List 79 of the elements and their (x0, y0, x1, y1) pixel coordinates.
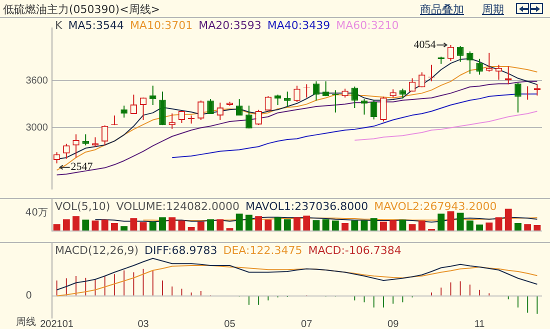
text: 0 (26, 290, 32, 302)
bar (53, 224, 60, 230)
bar (159, 217, 166, 230)
bar (486, 222, 493, 230)
bar (62, 219, 70, 230)
bar (82, 220, 90, 230)
bar (495, 217, 502, 230)
x-axis-title: 周线 (16, 316, 36, 329)
bar (504, 208, 512, 230)
bar (370, 218, 378, 230)
bar (399, 220, 406, 230)
bar (524, 224, 532, 230)
x-tick-label: 202101 (40, 318, 74, 329)
bar (246, 214, 252, 230)
bar (380, 222, 387, 230)
bar (168, 217, 176, 230)
text: MA5:3544 (68, 19, 124, 32)
text: 40万 (25, 208, 48, 219)
bar (101, 220, 108, 230)
bar (149, 222, 156, 230)
bar (216, 219, 224, 230)
x-tick-label: 03 (138, 318, 150, 329)
text: MA10:3701 (130, 19, 193, 32)
bar (342, 223, 348, 230)
bar (284, 219, 291, 230)
bar (236, 214, 243, 230)
annotation: 4054 (414, 38, 436, 51)
bar (188, 227, 195, 230)
bar (312, 220, 320, 230)
text: MA20:3593 (198, 19, 262, 32)
bar (72, 216, 80, 230)
bar (322, 219, 330, 230)
series-label: MAVOL2:267943.2000 (374, 200, 497, 213)
x-tick-label: 05 (224, 318, 236, 329)
bar (360, 220, 368, 230)
legend-title: K (55, 19, 62, 32)
bar (476, 224, 484, 230)
bar (456, 212, 464, 230)
bar (130, 218, 138, 230)
legend-title: VOL(5,10) (55, 200, 110, 213)
series-label: VOLUME:124082.0000 (116, 200, 240, 213)
bar (92, 220, 99, 230)
bar (408, 224, 416, 230)
x-tick-label: 09 (388, 318, 400, 329)
bar (274, 217, 282, 230)
bar (197, 222, 204, 230)
series-label: DIFF:68.9783 (144, 244, 218, 257)
bar (110, 223, 118, 230)
bar (390, 220, 397, 230)
y-tick-label: 3600 (26, 75, 48, 86)
text: 商品叠加 (420, 3, 464, 16)
bar (294, 217, 300, 230)
bar (418, 220, 426, 230)
bar (514, 223, 522, 230)
legend-title: MACD(12,26,9) (55, 244, 139, 257)
x-tick-label: 07 (301, 318, 313, 329)
series-label: DEA:122.3475 (223, 244, 302, 257)
y-tick-label: 3000 (26, 122, 48, 134)
text: MA40:3439 (267, 19, 330, 32)
chart-title: 低硫燃油主力(050390)<周线> (3, 2, 160, 17)
text: MA60:3210 (336, 19, 399, 32)
bar (140, 222, 147, 230)
bar (466, 220, 474, 230)
bar (351, 220, 358, 230)
bar (255, 216, 262, 230)
bar (264, 220, 272, 230)
annotation: 2547 (70, 161, 94, 174)
bar (207, 219, 214, 230)
bar (303, 216, 310, 230)
text: 周期 (482, 3, 504, 16)
bar (438, 214, 445, 230)
text: MACD:-106.7384 (308, 244, 402, 257)
bar (332, 220, 339, 230)
x-tick-label: 11 (474, 318, 486, 329)
bar (447, 211, 454, 230)
series-label: MAVOL1:237036.8000 (245, 200, 368, 213)
bar (534, 225, 541, 230)
bar (178, 220, 186, 230)
bar (120, 226, 128, 230)
